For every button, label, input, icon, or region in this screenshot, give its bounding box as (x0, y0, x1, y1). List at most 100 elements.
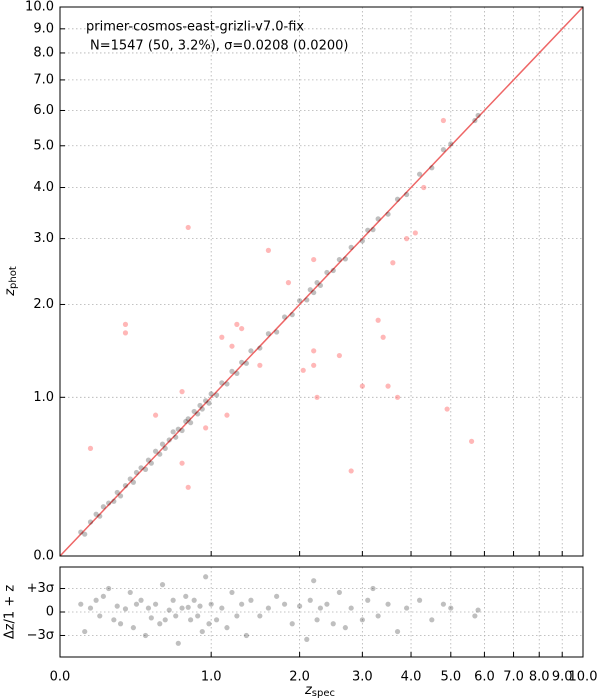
point (304, 636, 310, 642)
point (133, 469, 140, 476)
point (173, 613, 179, 619)
point (311, 289, 317, 296)
point (122, 606, 129, 612)
axes-frame (59, 6, 584, 557)
point (448, 605, 454, 611)
point (138, 597, 144, 603)
point (394, 196, 401, 202)
point (404, 191, 410, 198)
point (257, 362, 263, 368)
point (274, 593, 280, 599)
point (468, 438, 475, 444)
point (348, 244, 354, 250)
point (348, 468, 354, 474)
point (265, 331, 272, 337)
point (152, 412, 159, 418)
point (234, 321, 240, 327)
point (127, 589, 133, 596)
point (394, 394, 401, 400)
x-tick-label: 5.0 (440, 670, 461, 685)
point (87, 445, 94, 451)
point (229, 343, 235, 349)
axis-label: zspec (304, 683, 335, 700)
y-tick-label: 0.0 (33, 549, 54, 564)
x-tick-label: 2.0 (289, 670, 310, 685)
point (188, 617, 194, 623)
y-tick-label: 4.0 (33, 180, 54, 195)
point (191, 408, 197, 415)
point (243, 632, 249, 639)
point (162, 445, 168, 451)
point (122, 321, 129, 327)
point (475, 112, 481, 119)
point (336, 589, 342, 596)
point (239, 601, 245, 607)
point (257, 613, 263, 619)
point (359, 617, 365, 623)
axis-label-sub: phot (8, 266, 19, 289)
point (219, 605, 225, 611)
point (130, 479, 136, 485)
point (117, 493, 124, 499)
point (199, 406, 205, 412)
point (224, 412, 230, 418)
annotation: N=1547 (50, 3.2%), σ=0.0208 (0.0200) (90, 39, 348, 54)
point (444, 406, 450, 412)
point (188, 420, 194, 426)
point (257, 345, 263, 351)
point (248, 348, 254, 354)
y-tick-label: 10.0 (25, 0, 54, 15)
point (185, 416, 191, 422)
point (239, 359, 245, 365)
point (375, 613, 381, 619)
point (336, 352, 342, 359)
point (219, 334, 225, 340)
point (416, 171, 423, 177)
point (199, 628, 205, 635)
point (170, 429, 176, 435)
point (208, 391, 214, 397)
point (342, 256, 348, 262)
point (311, 348, 317, 354)
point (166, 607, 172, 613)
point (324, 601, 330, 607)
point (274, 329, 280, 335)
point (297, 603, 303, 609)
point (191, 597, 197, 603)
point (170, 597, 176, 603)
point (359, 238, 365, 244)
point (224, 625, 230, 631)
point (197, 603, 203, 609)
point (314, 280, 320, 286)
point (97, 513, 103, 519)
point (142, 466, 149, 472)
point (195, 613, 201, 619)
axis-label: zphot (3, 266, 20, 297)
point (100, 593, 106, 599)
point (234, 370, 240, 377)
point (311, 256, 317, 263)
point (265, 605, 272, 611)
point (142, 632, 149, 639)
point (175, 426, 181, 432)
point (324, 269, 330, 276)
point (114, 489, 120, 496)
point (429, 617, 435, 623)
point (213, 392, 220, 398)
point (429, 165, 435, 171)
point (93, 597, 99, 603)
one-to-one-line (59, 6, 584, 557)
axes-frame (59, 566, 584, 658)
point (330, 267, 336, 274)
point (365, 597, 371, 603)
point (365, 227, 371, 233)
x-tick-label: 1.0 (201, 670, 222, 685)
point (243, 360, 249, 366)
point (289, 621, 295, 627)
point (138, 465, 144, 471)
point (219, 380, 225, 386)
point (375, 317, 381, 323)
point (342, 625, 348, 631)
point (281, 314, 288, 320)
